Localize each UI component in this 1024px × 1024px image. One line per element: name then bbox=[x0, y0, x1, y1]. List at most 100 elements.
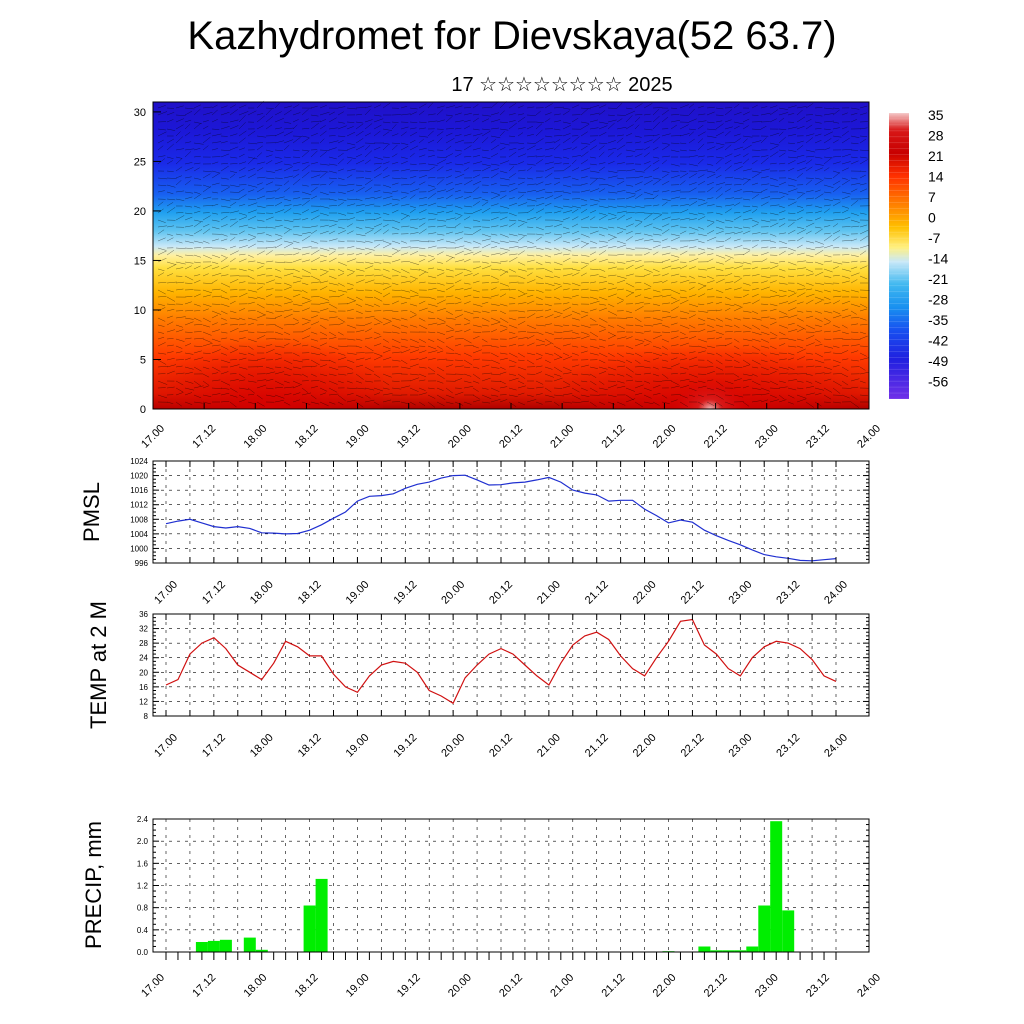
wind-barb bbox=[157, 219, 166, 223]
wind-barb bbox=[319, 212, 329, 216]
wind-barb bbox=[688, 201, 698, 207]
wind-barb bbox=[796, 193, 804, 200]
wind-barb bbox=[499, 317, 509, 323]
wind-barb bbox=[427, 102, 434, 109]
wind-barb bbox=[751, 338, 761, 342]
wind-barb bbox=[814, 310, 822, 314]
wind-barb bbox=[634, 148, 644, 151]
heatmap-y-tick-label: 5 bbox=[140, 354, 146, 366]
wind-barb bbox=[715, 205, 723, 208]
wind-barb bbox=[760, 232, 769, 235]
wind-barb bbox=[238, 194, 247, 200]
wind-barb bbox=[616, 244, 627, 249]
wind-barb bbox=[814, 246, 824, 249]
wind-barb bbox=[688, 356, 698, 361]
wind-barb bbox=[562, 356, 573, 361]
wind-barb bbox=[643, 146, 650, 151]
wind-barb bbox=[436, 272, 445, 277]
wind-barb bbox=[166, 357, 175, 361]
wind-barb bbox=[562, 314, 572, 319]
wind-barb bbox=[580, 331, 589, 335]
wind-barb bbox=[697, 216, 706, 221]
wind-barb bbox=[760, 258, 768, 263]
wind-barb bbox=[607, 287, 617, 291]
wind-barb bbox=[571, 373, 579, 376]
wind-barb bbox=[436, 350, 444, 354]
wind-barb bbox=[688, 187, 697, 193]
wind-barb bbox=[319, 380, 326, 384]
wind-barb bbox=[571, 254, 579, 256]
x-tick-label: 24.00 bbox=[855, 972, 883, 1000]
wind-barb bbox=[319, 359, 330, 362]
wind-barb bbox=[418, 197, 427, 200]
wind-barb bbox=[805, 197, 815, 200]
wind-barb bbox=[850, 401, 860, 408]
wind-barb bbox=[805, 118, 812, 123]
wind-barb bbox=[832, 139, 839, 144]
wind-barb bbox=[778, 136, 786, 144]
wind-barb bbox=[418, 373, 427, 378]
wind-barb bbox=[463, 167, 470, 172]
wind-barb bbox=[229, 250, 239, 256]
wind-barb bbox=[175, 166, 183, 172]
wind-barb bbox=[265, 294, 273, 298]
wind-barb bbox=[580, 183, 588, 186]
wind-barb bbox=[562, 162, 570, 165]
wind-barb bbox=[454, 401, 464, 406]
wind-barb bbox=[625, 191, 636, 195]
wind-barb bbox=[778, 399, 787, 403]
wind-barb bbox=[742, 135, 753, 138]
wind-barb bbox=[193, 279, 201, 284]
wind-barb bbox=[274, 168, 283, 172]
wind-barb bbox=[463, 179, 473, 186]
wind-barb bbox=[229, 191, 240, 193]
wind-barb bbox=[769, 317, 777, 320]
wind-barb bbox=[220, 345, 229, 350]
wind-barb bbox=[382, 338, 389, 343]
wind-barb bbox=[715, 219, 725, 224]
wind-barb bbox=[625, 230, 633, 235]
wind-barb bbox=[670, 306, 679, 312]
wind-barb bbox=[778, 301, 789, 305]
wind-barb bbox=[796, 209, 805, 214]
wind-barb bbox=[589, 401, 597, 407]
wind-barb bbox=[301, 200, 310, 207]
wind-barb bbox=[823, 317, 832, 322]
x-tick-label: 19.12 bbox=[391, 732, 419, 760]
x-tick-label: 23.00 bbox=[753, 972, 781, 1000]
wind-barb bbox=[742, 118, 750, 123]
wind-barb bbox=[598, 205, 609, 209]
wind-barb bbox=[607, 170, 618, 173]
wind-barb bbox=[157, 225, 167, 228]
wind-barb bbox=[292, 233, 303, 236]
wind-barb bbox=[328, 359, 336, 364]
wind-barb bbox=[616, 137, 624, 144]
wind-barb bbox=[535, 343, 545, 347]
wind-barb bbox=[283, 229, 291, 235]
wind-barb bbox=[688, 149, 697, 152]
temp-series-line bbox=[165, 618, 837, 705]
wind-barb bbox=[643, 351, 653, 354]
wind-barb bbox=[535, 261, 543, 266]
wind-barb bbox=[238, 373, 246, 379]
wind-barb bbox=[706, 337, 715, 340]
wind-barb bbox=[157, 155, 166, 158]
wind-barb bbox=[463, 345, 474, 347]
wind-barb bbox=[841, 205, 850, 209]
wind-barb bbox=[526, 226, 534, 228]
wind-barb bbox=[733, 121, 744, 125]
wind-barb bbox=[517, 310, 526, 313]
wind-barb bbox=[382, 373, 392, 378]
wind-barb bbox=[598, 250, 607, 256]
wind-barb bbox=[715, 301, 722, 305]
wind-barb bbox=[724, 119, 732, 123]
wind-barb bbox=[580, 387, 588, 391]
wind-barb bbox=[769, 321, 777, 326]
wind-barb bbox=[742, 338, 753, 342]
wind-barb bbox=[427, 192, 437, 200]
x-tick-label: 23.00 bbox=[726, 732, 754, 760]
y-tick-label: 1000 bbox=[130, 544, 148, 553]
wind-barb bbox=[301, 317, 311, 322]
wind-barb bbox=[634, 289, 642, 291]
wind-barb bbox=[535, 254, 543, 257]
